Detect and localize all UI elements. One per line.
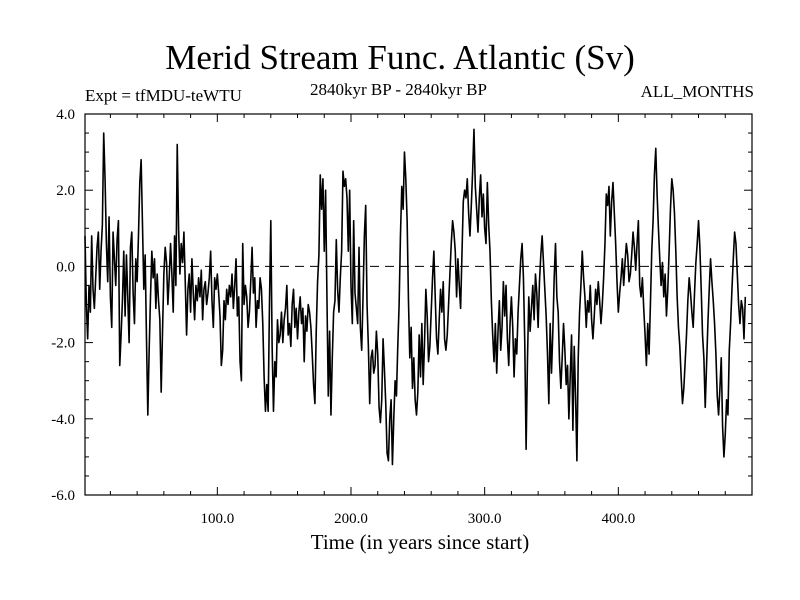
plot-area: 4.0 2.0 0.0 -2.0 -4.0 -6.0 100.0 200.0 300.0 400.… [51, 107, 753, 527]
y-tick-label: 0.0 [56, 259, 75, 275]
period-label: 2840kyr BP - 2840kyr BP [310, 80, 487, 99]
experiment-label: Expt = tfMDU-teWTU [85, 86, 242, 105]
chart-title: Merid Stream Func. Atlantic (Sv) [165, 38, 635, 77]
y-tick-label: -6.0 [51, 488, 75, 504]
y-tick-label: -2.0 [51, 336, 75, 352]
x-tick-label: 400.0 [601, 511, 635, 527]
months-label: ALL_MONTHS [640, 82, 754, 101]
y-tick-label: 4.0 [56, 107, 75, 123]
y-tick-label: -4.0 [51, 412, 75, 428]
x-tick-label: 100.0 [200, 511, 234, 527]
x-tick-label: 200.0 [334, 511, 368, 527]
y-tick-label: 2.0 [56, 183, 75, 199]
series-line-0 [84, 128, 747, 466]
x-tick-label: 300.0 [468, 511, 502, 527]
x-axis-label: Time (in years since start) [310, 530, 530, 554]
